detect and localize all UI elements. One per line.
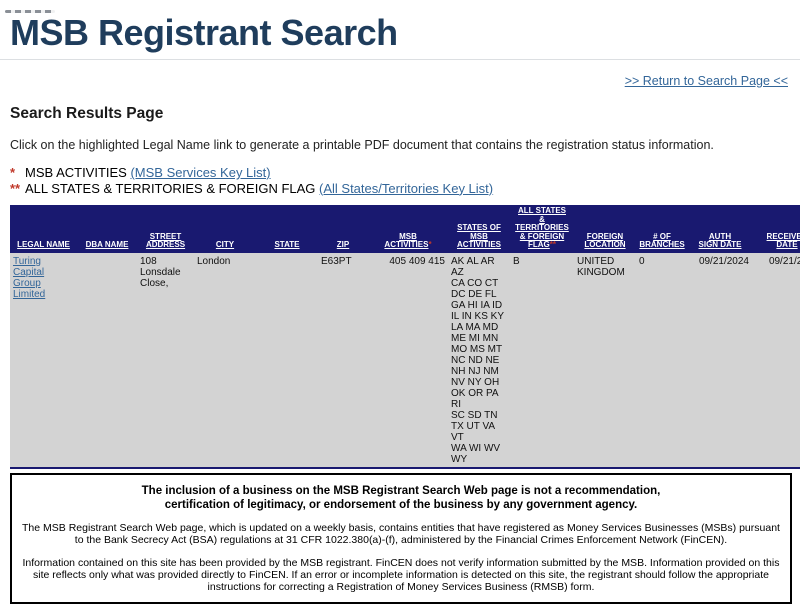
results-table-header: LEGAL NAME DBA NAME STREET ADDRESS CITY …: [10, 205, 800, 253]
cell-city: London: [197, 255, 231, 267]
table-row: Turing Capital Group Limited 108 Lonsdal…: [10, 252, 800, 468]
col-header-states-of-msb-activities: STATES OF MSB ACTIVITIES: [456, 223, 501, 250]
col-header-zip: ZIP: [336, 240, 350, 250]
cell-zip: E63PT: [321, 255, 352, 267]
legal-name-link[interactable]: Turing Capital Group Limited: [13, 255, 46, 300]
cell-legal-name: Turing Capital Group Limited: [10, 253, 77, 468]
all-states-key-line: ** ALL STATES & TERRITORIES & FOREIGN FLA…: [10, 181, 790, 197]
results-table: LEGAL NAME DBA NAME STREET ADDRESS CITY …: [10, 205, 800, 469]
msb-services-key-list-link[interactable]: (MSB Services Key List): [130, 165, 271, 180]
cell-msb-activities: 405 409 415: [389, 255, 445, 267]
cell-num-branches: 0: [639, 255, 645, 267]
cell-auth-sign-date: 09/21/2024: [698, 255, 749, 267]
instruction-text: Click on the highlighted Legal Name link…: [10, 138, 714, 152]
disclaimer-verification-paragraph: Information contained on this site has b…: [22, 556, 780, 593]
col-header-foreign-location: FOREIGN LOCATION: [584, 231, 626, 250]
results-table-body: Turing Capital Group Limited 108 Lonsdal…: [10, 252, 800, 468]
results-heading: Search Results Page: [10, 105, 164, 122]
header-row: LEGAL NAME DBA NAME STREET ADDRESS CITY …: [10, 205, 800, 253]
col-header-legal-name: LEGAL NAME: [17, 240, 70, 250]
asterisk-marker: *: [428, 240, 432, 250]
disclaimer-bold-notice: The inclusion of a business on the MSB R…: [141, 484, 661, 512]
page: MSB Registrant Search >> Return to Searc…: [0, 10, 800, 604]
double-asterisk-marker: **: [10, 180, 21, 196]
col-header-auth-sign-date: AUTH SIGN DATE: [698, 231, 742, 250]
msb-activities-key-label: MSB ACTIVITIES: [25, 165, 131, 180]
double-asterisk-marker: **: [549, 240, 556, 250]
col-header-num-branches: # OF BRANCHES: [639, 231, 685, 250]
col-header-dba-name: DBA NAME: [85, 240, 129, 250]
states-territories-key-list-link[interactable]: (All States/Territories Key List): [319, 180, 494, 196]
disclaimer-box: The inclusion of a business on the MSB R…: [10, 472, 792, 604]
asterisk-marker: *: [10, 165, 16, 180]
render-artifact-line: [5, 10, 55, 13]
col-header-city: CITY: [215, 240, 235, 250]
col-header-msb-activities: MSB ACTIVITIES*: [384, 231, 432, 250]
return-to-search-link[interactable]: >> Return to Search Page <<: [624, 74, 788, 88]
disclaimer-weekly-paragraph: The MSB Registrant Search Web page, whic…: [22, 521, 780, 546]
cell-received-date: 09/21/2024: [768, 255, 800, 267]
col-header-all-states-territories-foreign-flag: ALL STATES & TERRITORIES & FOREIGN FLAG*…: [515, 206, 569, 250]
cell-dba-name: [77, 253, 137, 468]
return-link-row: >> Return to Search Page <<: [10, 74, 788, 88]
page-title: MSB Registrant Search: [10, 12, 398, 53]
msb-activities-key-line: * MSB ACTIVITIES (MSB Services Key List): [10, 165, 790, 181]
key-list: * MSB ACTIVITIES (MSB Services Key List) …: [10, 165, 790, 196]
cell-street-address: 108 Lonsdale Close,: [140, 255, 181, 289]
cell-foreign-location: UNITED KINGDOM: [577, 255, 625, 278]
title-divider: [0, 59, 800, 60]
cell-all-states-territories-foreign-flag: B: [513, 255, 520, 267]
cell-state: [256, 253, 318, 468]
col-header-state: STATE: [274, 240, 300, 250]
col-header-street-address: STREET ADDRESS: [145, 231, 186, 250]
cell-states-of-msb-activities: AK AL AR AZ CA CO CT DC DE FL GA HI IA I…: [451, 255, 504, 465]
all-states-key-label: ALL STATES & TERRITORIES & FOREIGN FLAG: [25, 180, 320, 196]
